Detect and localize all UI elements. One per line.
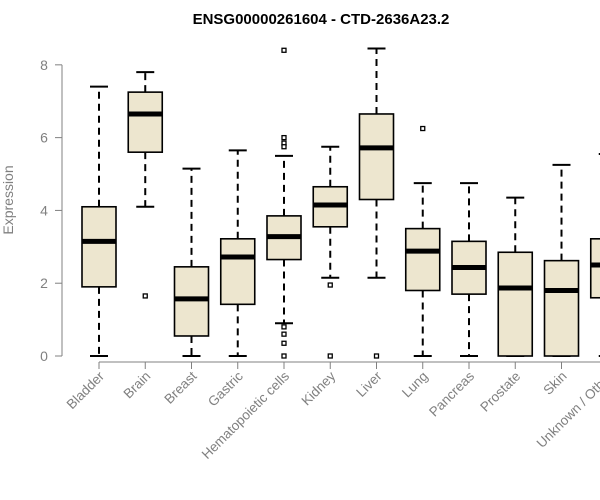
iqr-box bbox=[81, 205, 117, 288]
iqr-box bbox=[404, 227, 441, 292]
box-gastric bbox=[219, 149, 256, 357]
box-brain bbox=[127, 71, 164, 299]
outlier-point-0 bbox=[142, 293, 148, 299]
iqr-box bbox=[127, 91, 164, 153]
outlier-point-1 bbox=[327, 353, 333, 359]
category-label-8: Pancreas bbox=[426, 368, 477, 419]
category-label-7: Lung bbox=[399, 369, 431, 401]
outlier-point-5 bbox=[281, 331, 287, 337]
outlier-point-3 bbox=[281, 144, 287, 150]
outlier-point-6 bbox=[281, 340, 287, 346]
box-hematopoietic-cells bbox=[266, 47, 302, 359]
box-liver bbox=[358, 47, 395, 359]
iqr-box bbox=[543, 259, 580, 357]
boxes bbox=[81, 47, 600, 359]
box-prostate bbox=[497, 196, 534, 357]
box-lung bbox=[404, 125, 441, 357]
y-tick-label-0: 0 bbox=[40, 348, 48, 364]
category-label-2: Breast bbox=[161, 368, 199, 406]
chart-title: ENSG00000261604 - CTD-2636A23.2 bbox=[193, 11, 450, 28]
y-tick-label-3: 6 bbox=[40, 130, 48, 146]
iqr-box bbox=[589, 238, 600, 299]
category-label-0: Bladder bbox=[64, 368, 108, 412]
box-kidney bbox=[312, 145, 349, 359]
category-label-10: Skin bbox=[540, 369, 569, 398]
box-bladder bbox=[81, 85, 117, 357]
y-axis-label: Expression bbox=[0, 165, 16, 234]
category-label-3: Gastric bbox=[205, 368, 246, 409]
iqr-box bbox=[219, 238, 256, 306]
y-tick-label-4: 8 bbox=[40, 57, 48, 73]
category-label-6: Liver bbox=[353, 368, 385, 400]
category-label-9: Prostate bbox=[477, 369, 523, 415]
outlier-point-0 bbox=[420, 125, 426, 132]
box-skin bbox=[543, 163, 580, 357]
iqr-box bbox=[358, 113, 395, 201]
box-unknown-other bbox=[589, 153, 600, 357]
outlier-point-0 bbox=[327, 282, 333, 288]
outlier-point-7 bbox=[281, 353, 287, 359]
outlier-point-0 bbox=[281, 47, 287, 53]
y-tick-label-2: 4 bbox=[40, 202, 48, 218]
y-tick-label-1: 2 bbox=[40, 275, 48, 291]
box-pancreas bbox=[451, 182, 487, 357]
category-label-5: Kidney bbox=[299, 368, 339, 408]
axes: 0 2 4 6 8 bbox=[40, 57, 600, 369]
iqr-box bbox=[173, 266, 210, 337]
iqr-box bbox=[497, 251, 534, 357]
category-label-4: Hematopoietic cells bbox=[199, 368, 293, 462]
category-label-1: Brain bbox=[120, 369, 153, 402]
box-breast bbox=[173, 167, 210, 357]
outlier-point-1 bbox=[281, 134, 287, 141]
outlier-point-0 bbox=[373, 353, 380, 359]
outlier-point-4 bbox=[281, 324, 287, 330]
